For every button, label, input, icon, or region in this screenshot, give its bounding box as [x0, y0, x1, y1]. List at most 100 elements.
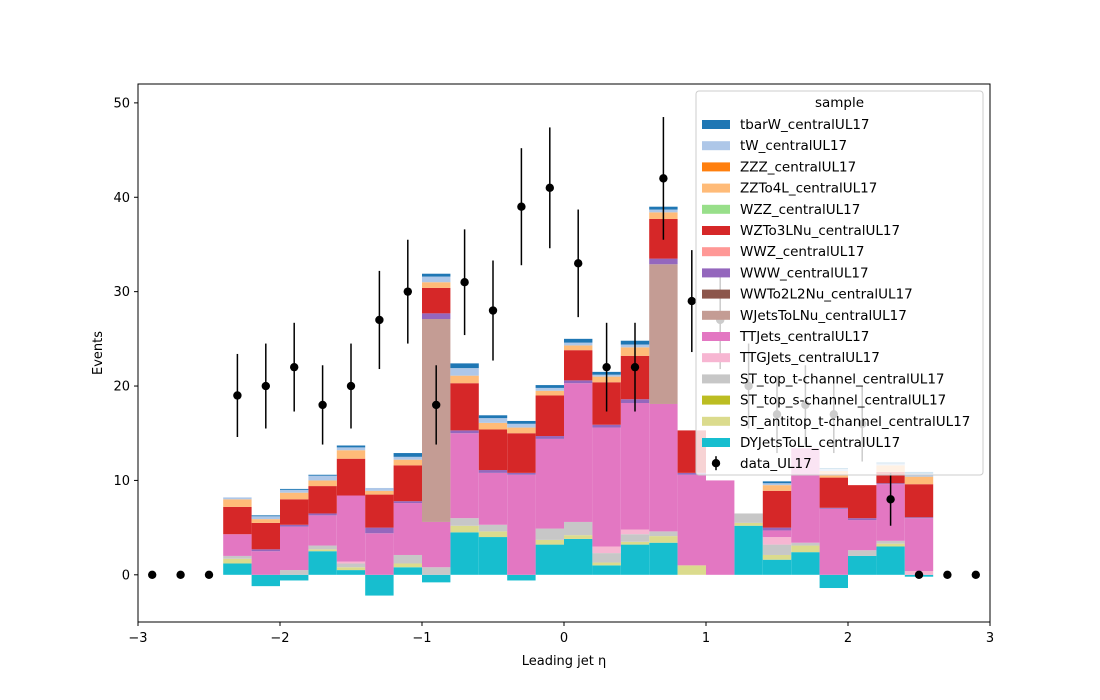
- bar-ST_top_t-channel_centralUL17-bin-6: [308, 545, 337, 550]
- bar-WWW_centralUL17-bin-25: [848, 518, 877, 521]
- bar-WWW_centralUL17-bin-22: [762, 527, 792, 531]
- bar-DYJetsToLL_centralUL17-bin-14: [535, 544, 564, 575]
- bar-DYJetsToLL_centralUL17-bin-12: [478, 537, 508, 575]
- data-point: [943, 570, 952, 580]
- bar-ST_top_t-channel_centralUL17-bin-23: [791, 542, 820, 546]
- bar-ZZTo4L_centralUL17-bin-11: [450, 375, 479, 384]
- legend-label: TTJets_centralUL17: [739, 329, 869, 345]
- bar-tbarW_centralUL17-bin-22: [762, 481, 792, 484]
- bar-TTJets_centralUL17-bin-6: [308, 515, 337, 546]
- bar-ST_top_t-channel_centralUL17-bin-26: [876, 540, 905, 544]
- bar-tbarW_centralUL17-bin-14: [535, 385, 564, 388]
- bar-ST_top_t-channel_centralUL17-bin-17: [620, 534, 650, 542]
- bar-ZZTo4L_centralUL17-bin-22: [762, 485, 792, 491]
- legend-swatch: [702, 204, 730, 214]
- legend-label: tW_centralUL17: [740, 138, 847, 154]
- bar-tbarW_centralUL17-bin-11: [450, 363, 479, 369]
- bar-DYJetsToLL_centralUL17-bin-23: [791, 552, 820, 575]
- bar-ST_antitop_t-channel_centralUL17-bin-11: [450, 525, 479, 533]
- bar-tW_centralUL17-bin-10: [422, 276, 451, 283]
- legend-label: WWW_centralUL17: [740, 265, 869, 281]
- bar-WZTo3LNu_centralUL17-bin-4: [251, 522, 280, 550]
- data-point: [432, 400, 441, 410]
- bar-DYJetsToLL_centralUL17-bin-11: [450, 532, 479, 575]
- bar-WWW_centralUL17-bin-15: [564, 380, 593, 384]
- bar-ST_antitop_t-channel_centralUL17-bin-22: [762, 554, 792, 560]
- bar-ST_top_t-channel_centralUL17-bin-14: [535, 528, 564, 540]
- legend-swatch: [702, 183, 730, 193]
- data-point: [346, 381, 356, 391]
- bar-WZTo3LNu_centralUL17-bin-5: [280, 499, 309, 525]
- bar-ST_antitop_t-channel_centralUL17-bin-12: [478, 531, 508, 538]
- bar-tW_centralUL17-bin-11: [450, 368, 479, 376]
- bar-ST_top_t-channel_centralUL17-bin-15: [564, 521, 593, 536]
- bar-DYJetsToLL_centralUL17-bin-3: [223, 563, 252, 575]
- bar-WZTo3LNu_centralUL17-bin-9: [393, 465, 422, 502]
- bar-WWW_centralUL17-bin-9: [393, 501, 422, 504]
- bar-DYJetsToLL_centralUL17-bin-5: [280, 574, 309, 581]
- bar-WZTo3LNu_centralUL17-bin-8: [365, 494, 394, 528]
- bar-tW_centralUL17-bin-9: [393, 456, 422, 460]
- legend-swatch: [702, 226, 730, 235]
- bar-ST_antitop_t-channel_centralUL17-bin-7: [336, 567, 366, 571]
- data-point: [659, 174, 668, 183]
- bar-ST_antitop_t-channel_centralUL17-bin-16: [592, 562, 621, 566]
- bar-TTJets_centralUL17-bin-22: [762, 530, 792, 538]
- bar-DYJetsToLL_centralUL17-bin-6: [308, 551, 337, 575]
- y-tick-label: 50: [113, 96, 130, 111]
- bar-TTJets_centralUL17-bin-19: [677, 474, 706, 566]
- legend-label: data_UL17: [740, 456, 812, 472]
- bar-DYJetsToLL_centralUL17-bin-18: [649, 542, 678, 575]
- bar-WZTo3LNu_centralUL17-bin-10: [422, 287, 451, 314]
- bar-DYJetsToLL_centralUL17-bin-13: [507, 574, 536, 581]
- bar-ZZTo4L_centralUL17-bin-14: [535, 390, 564, 396]
- bar-WWW_centralUL17-bin-10: [422, 313, 451, 320]
- bar-ST_top_t-channel_centralUL17-bin-11: [450, 518, 479, 526]
- data-point: [204, 570, 214, 580]
- legend-swatch: [702, 438, 730, 447]
- bar-ST_antitop_t-channel_centralUL17-bin-14: [535, 539, 564, 545]
- legend: sample tbarW_centralUL17 tW_centralUL17 ZZZ…: [695, 90, 984, 476]
- bar-ST_antitop_t-channel_centralUL17-bin-9: [393, 563, 422, 568]
- legend-swatch: [702, 247, 730, 257]
- legend-label: ST_antitop_t-channel_centralUL17: [740, 414, 970, 430]
- bar-DYJetsToLL_centralUL17-bin-15: [564, 538, 593, 575]
- bar-TTJets_centralUL17-bin-20: [706, 480, 735, 575]
- legend-label: WWTo2L2Nu_centralUL17: [740, 287, 913, 303]
- bar-WZTo3LNu_centralUL17-bin-11: [450, 383, 479, 431]
- bar-ZZTo4L_centralUL17-bin-7: [336, 450, 366, 459]
- bar-ST_antitop_t-channel_centralUL17-bin-17: [620, 541, 650, 545]
- bar-tbarW_centralUL17-bin-5: [280, 488, 309, 490]
- bar-tW_centralUL17-bin-22: [762, 483, 792, 486]
- bar-WZTo3LNu_centralUL17-bin-13: [507, 433, 536, 473]
- legend-swatch: [702, 310, 730, 320]
- bar-TTJets_centralUL17-bin-14: [535, 438, 564, 529]
- bar-tbarW_centralUL17-bin-7: [336, 445, 366, 448]
- bar-TTJets_centralUL17-bin-8: [365, 533, 394, 575]
- legend-label: WJetsToLNu_centralUL17: [740, 308, 907, 324]
- bar-WZTo3LNu_centralUL17-bin-25: [848, 485, 877, 519]
- legend-label: ST_top_t-channel_centralUL17: [740, 371, 945, 387]
- x-tick-label: 3: [986, 631, 994, 646]
- bar-ST_top_t-channel_centralUL17-bin-12: [478, 524, 508, 532]
- bar-ST_antitop_t-channel_centralUL17-bin-19: [677, 565, 706, 575]
- data-point: [290, 362, 299, 372]
- bar-tW_centralUL17-bin-7: [336, 447, 366, 451]
- bar-ZZTo4L_centralUL17-bin-3: [223, 499, 252, 507]
- data-point: [574, 259, 583, 268]
- bar-TTGJets_centralUL17-bin-7: [336, 561, 366, 564]
- bar-ST_top_t-channel_centralUL17-bin-18: [649, 531, 678, 537]
- bar-ST_top_t-channel_centralUL17-bin-22: [762, 544, 792, 555]
- bar-TTJets_centralUL17-bin-10: [422, 521, 451, 568]
- bar-DYJetsToLL_centralUL17-bin-26: [876, 546, 905, 575]
- bar-WZTo3LNu_centralUL17-bin-7: [336, 458, 366, 496]
- x-tick-label: −1: [412, 631, 431, 646]
- bar-TTJets_centralUL17-bin-12: [478, 472, 508, 525]
- bar-tW_centralUL17-bin-4: [251, 516, 280, 520]
- bar-ST_antitop_t-channel_centralUL17-bin-6: [308, 549, 337, 552]
- bar-DYJetsToLL_centralUL17-bin-7: [336, 570, 366, 575]
- bar-ZZTo4L_centralUL17-bin-5: [280, 492, 309, 500]
- bar-ST_top_t-channel_centralUL17-bin-5: [280, 570, 309, 575]
- legend-label: WZZ_centralUL17: [740, 202, 860, 218]
- bar-WWW_centralUL17-bin-6: [308, 513, 337, 516]
